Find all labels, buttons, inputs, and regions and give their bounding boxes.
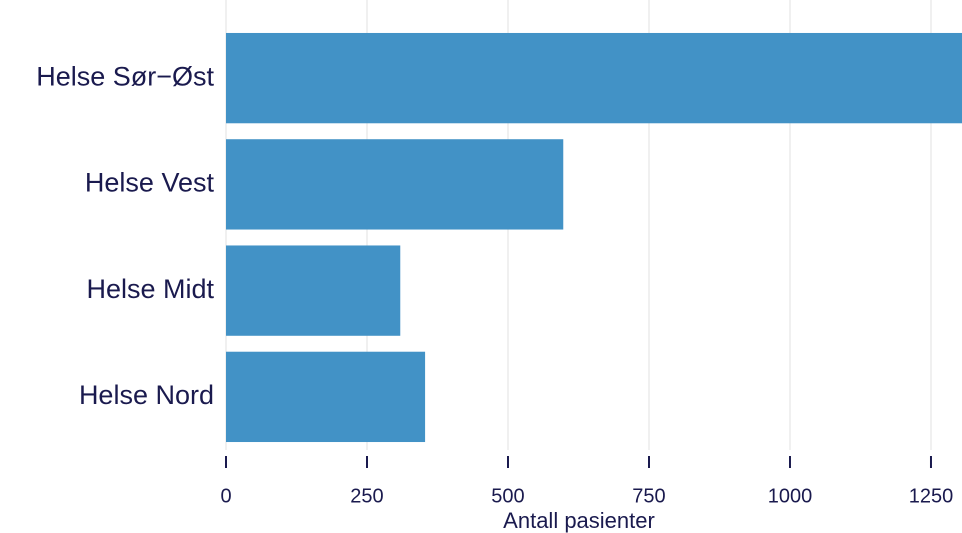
y-tick-label: Helse Sør−Øst (36, 61, 214, 91)
bar (226, 139, 564, 230)
y-tick-label: Helse Vest (85, 168, 215, 198)
bar (226, 32, 962, 124)
x-tick-label: 500 (491, 485, 524, 507)
bar (226, 245, 401, 336)
x-tick-label: 0 (220, 485, 231, 507)
x-tick-label: 1000 (768, 485, 813, 507)
bar (226, 351, 426, 443)
x-tick-label: 250 (350, 485, 383, 507)
x-axis-title: Antall pasienter (503, 508, 655, 533)
y-tick-label: Helse Midt (86, 274, 214, 304)
y-tick-label: Helse Nord (79, 380, 214, 410)
x-tick-label: 1250 (909, 485, 954, 507)
x-tick-label: 750 (632, 485, 665, 507)
